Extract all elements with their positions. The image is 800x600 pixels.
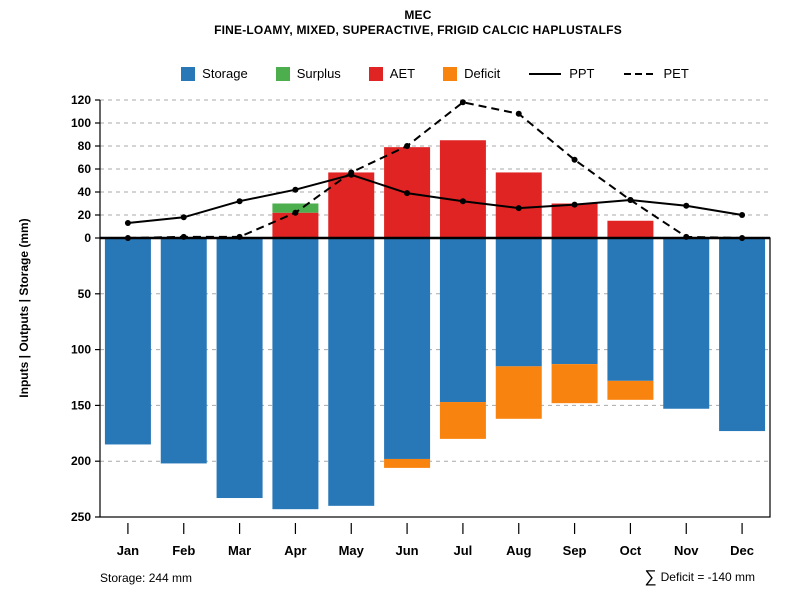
month-label: Apr	[284, 543, 306, 558]
month-label: Jan	[117, 543, 139, 558]
storage-bar	[216, 238, 263, 499]
legend-item-ppt: PPT	[528, 66, 595, 81]
ppt-point	[236, 198, 243, 205]
deficit-sum-text: Deficit = -140 mm	[660, 569, 755, 584]
pet-line	[127, 101, 743, 239]
legend-label: AET	[389, 66, 416, 81]
deficit-swatch-icon	[443, 66, 458, 81]
y-tick-label: 100	[71, 116, 91, 130]
deficit-sum-note: ∑ Deficit = -140 mm	[645, 568, 755, 585]
chart-title: MEC	[404, 8, 432, 22]
month-label: Sep	[563, 543, 587, 558]
legend-label: PET	[663, 66, 689, 81]
y-tick-label: 100	[71, 343, 91, 357]
deficit-bar	[495, 366, 542, 419]
y-tick-label: 150	[71, 398, 91, 412]
month-label: May	[339, 543, 365, 558]
pet-point	[180, 233, 187, 240]
storage-bar	[495, 238, 542, 367]
storage-note: Storage: 244 mm	[100, 571, 193, 585]
storage-bar	[272, 238, 319, 510]
legend-item-surplus: Surplus	[275, 66, 341, 81]
month-label: Jun	[396, 543, 419, 558]
chart-subtitle: FINE-LOAMY, MIXED, SUPERACTIVE, FRIGID C…	[214, 23, 622, 37]
sigma-symbol: ∑	[644, 567, 657, 586]
storage-bar	[160, 238, 207, 464]
legend-item-storage: Storage	[181, 66, 248, 81]
pet-point	[292, 209, 299, 216]
month-label: Mar	[228, 543, 251, 558]
aet-bar	[272, 212, 319, 238]
legend-label: PPT	[569, 66, 595, 81]
deficit-bar	[384, 458, 431, 468]
storage-bar	[719, 238, 766, 432]
legend-item-pet: PET	[623, 66, 689, 81]
deficit-bar	[607, 380, 654, 400]
month-label: Nov	[674, 543, 699, 558]
month-label: Dec	[730, 543, 754, 558]
y-tick-label: 60	[78, 162, 92, 176]
pet-point	[683, 233, 690, 240]
month-label: Feb	[172, 543, 195, 558]
ppt-point	[515, 205, 522, 212]
ppt-line	[127, 173, 743, 225]
month-label: Oct	[620, 543, 642, 558]
aet-bar	[551, 203, 598, 238]
pet-point	[515, 110, 522, 117]
ppt-point	[571, 201, 578, 208]
pet-point	[348, 169, 355, 176]
pet-point	[739, 235, 746, 241]
pet-point	[459, 99, 466, 106]
pet-point	[124, 235, 131, 241]
bars-group	[104, 140, 766, 510]
pet-point	[404, 143, 411, 149]
pet-point	[627, 197, 634, 204]
pet-point	[571, 156, 578, 163]
month-label: Aug	[506, 543, 531, 558]
aet-swatch-icon	[368, 66, 383, 81]
storage-swatch-icon	[181, 66, 196, 81]
storage-bar	[104, 238, 151, 445]
pet-line-sample-icon	[623, 72, 656, 75]
y-tick-label: 80	[78, 139, 92, 153]
ppt-point	[292, 186, 299, 193]
y-tick-label: 250	[71, 510, 91, 524]
storage-bar	[439, 238, 486, 403]
y-tick-label: 40	[78, 185, 92, 199]
y-tick-label: 120	[71, 93, 91, 107]
ppt-point	[459, 198, 466, 205]
ppt-point	[180, 214, 187, 221]
legend-item-aet: AET	[368, 66, 416, 81]
ppt-point	[683, 202, 690, 209]
y-tick-label: 20	[78, 208, 92, 222]
month-label: Jul	[454, 543, 473, 558]
aet-bar	[607, 220, 654, 238]
legend-label: Deficit	[464, 66, 501, 81]
storage-bar	[328, 238, 375, 506]
pet-point	[236, 233, 243, 240]
ppt-point	[404, 190, 411, 197]
deficit-bar	[439, 402, 486, 439]
deficit-bar	[551, 364, 598, 404]
storage-bar	[607, 238, 654, 381]
legend-label: Surplus	[296, 66, 341, 81]
legend: Storage Surplus AET Deficit PPT PET	[70, 66, 800, 81]
storage-bar	[551, 238, 598, 365]
storage-bar	[384, 238, 431, 459]
surplus-bar	[272, 203, 319, 213]
y-tick-label: 0	[84, 231, 91, 245]
ppt-point	[739, 212, 746, 218]
y-tick-label: 50	[78, 287, 92, 301]
surplus-swatch-icon	[275, 66, 290, 81]
legend-item-deficit: Deficit	[443, 66, 500, 81]
y-tick-label: 200	[71, 454, 91, 468]
ppt-line-sample-icon	[529, 72, 562, 75]
aet-bar	[439, 140, 486, 238]
storage-bar	[663, 238, 710, 409]
legend-label: Storage	[202, 66, 248, 81]
ppt-point	[124, 220, 131, 227]
aet-bar	[328, 172, 375, 238]
